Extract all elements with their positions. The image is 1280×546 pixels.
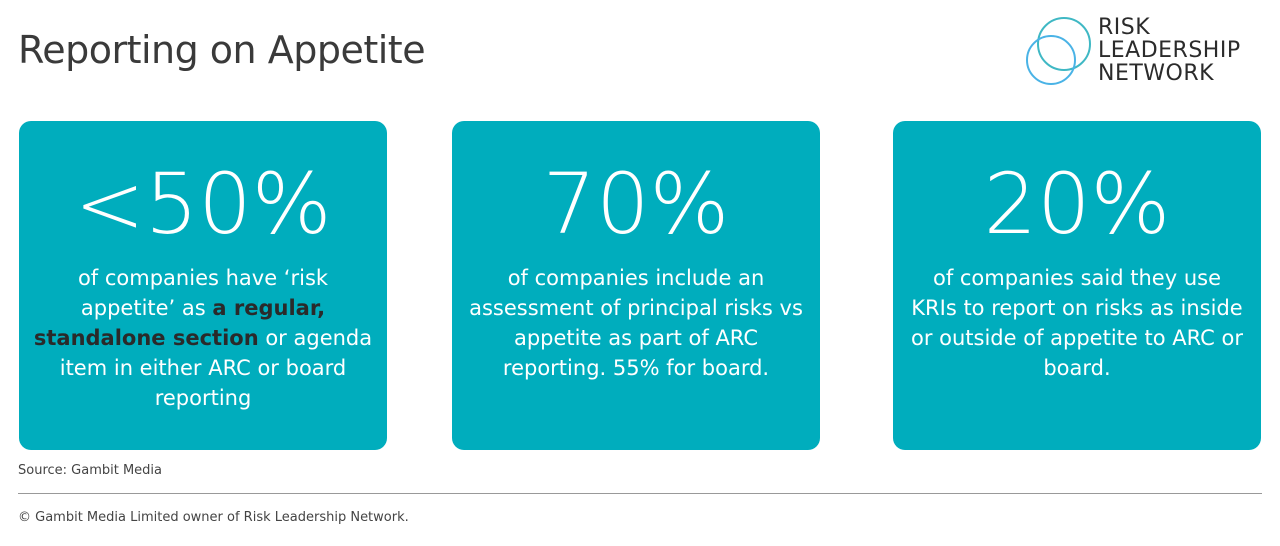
stat-description: of companies have ‘risk appetite’ as a r… (33, 263, 373, 413)
stat-value: 20% (983, 155, 1171, 253)
source-note: Source: Gambit Media (18, 463, 163, 478)
stat-value: <50% (74, 155, 332, 253)
logo-line: NETWORK (1098, 61, 1215, 86)
emphasis-text: a regular, standalone section (33, 296, 326, 350)
text: of companies have ‘risk appetite’ as (77, 266, 329, 320)
logo: RISK LEADERSHIP NETWORK (1024, 14, 1274, 86)
page-title: Reporting on Appetite (18, 28, 426, 72)
logo-rings-icon (1026, 17, 1091, 85)
stat-description: of companies said they use KRIs to repor… (910, 266, 1243, 380)
copyright-note: © Gambit Media Limited owner of Risk Lea… (18, 510, 409, 525)
stat-card: 70% of companies include an assessment o… (452, 121, 820, 450)
stat-value: 70% (542, 155, 730, 253)
stat-card: 20% of companies said they use KRIs to r… (893, 121, 1261, 450)
divider (18, 493, 1262, 494)
text: or agenda item in either ARC or board re… (59, 326, 373, 410)
logo-line: LEADERSHIP (1098, 38, 1241, 63)
logo-text: RISK LEADERSHIP NETWORK (1098, 16, 1241, 85)
stat-description: of companies include an assessment of pr… (469, 266, 803, 380)
stat-card: <50% of companies have ‘risk appetite’ a… (19, 121, 387, 450)
logo-line: RISK (1098, 15, 1151, 40)
